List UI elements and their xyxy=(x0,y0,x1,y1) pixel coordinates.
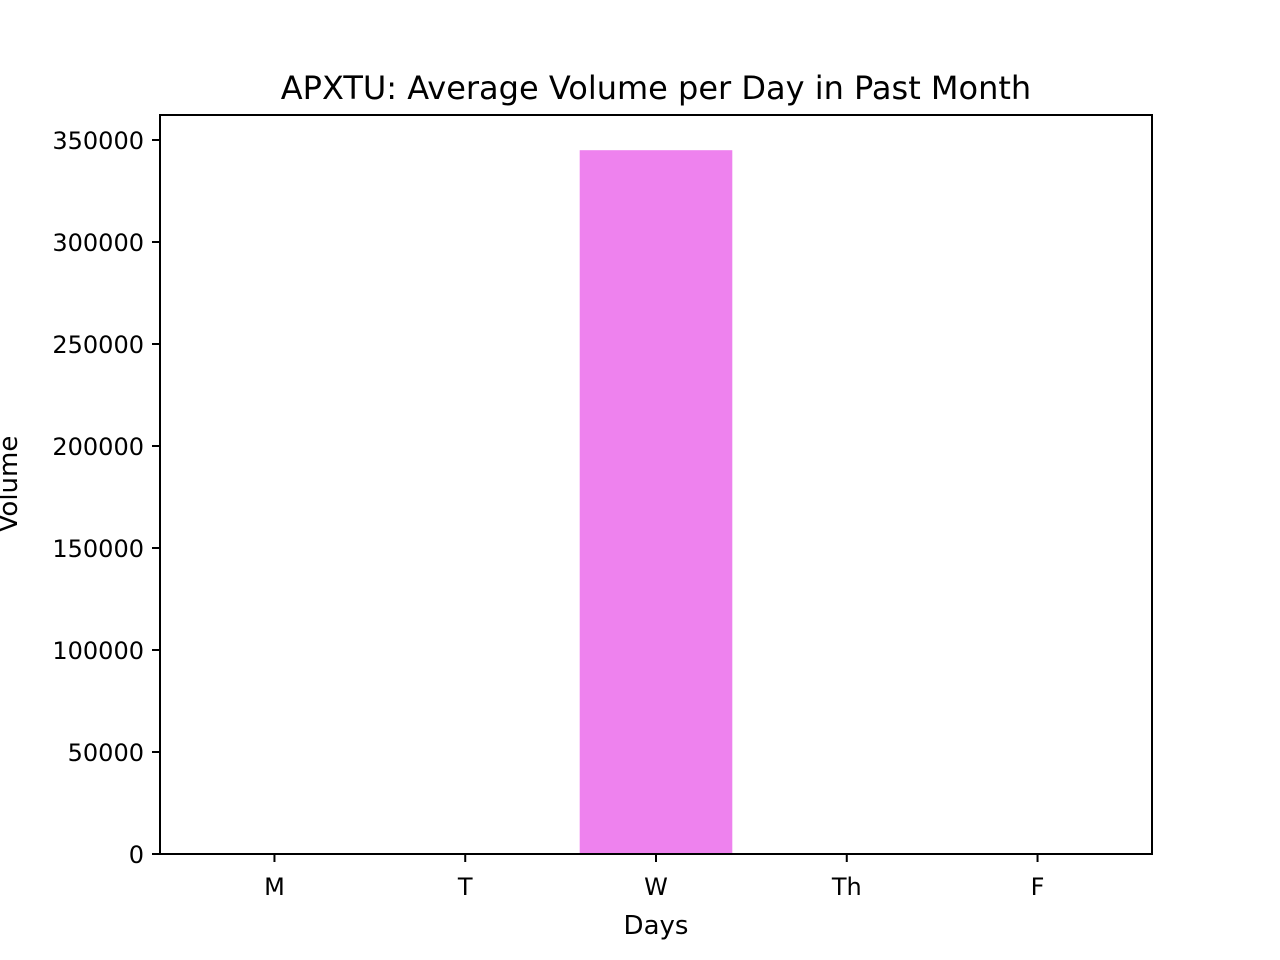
y-tick-label: 200000 xyxy=(52,433,144,461)
x-tick-label: Th xyxy=(831,873,862,901)
y-tick-label: 100000 xyxy=(52,637,144,665)
bar-w xyxy=(579,150,733,854)
x-tick-label: T xyxy=(457,873,473,901)
y-tick-label: 0 xyxy=(129,841,144,869)
y-tick-label: 300000 xyxy=(52,229,144,257)
bars-group xyxy=(579,150,733,854)
x-tick-label: W xyxy=(644,873,668,901)
y-axis-ticks: 0 50000 100000 150000 200000 250000 300000 3500… xyxy=(52,127,160,869)
plot-frame xyxy=(159,114,1153,855)
y-tick-label: 350000 xyxy=(52,127,144,155)
x-axis-ticks: M T W Th F xyxy=(264,854,1044,901)
x-tick-label: F xyxy=(1031,873,1045,901)
y-tick-label: 150000 xyxy=(52,535,144,563)
y-tick-label: 50000 xyxy=(68,739,144,767)
x-axis-label: Days xyxy=(624,911,689,941)
y-axis-label: Volume xyxy=(0,436,24,533)
y-tick-label: 250000 xyxy=(52,331,144,359)
x-tick-label: M xyxy=(264,873,285,901)
chart-title: APXTU: Average Volume per Day in Past Mo… xyxy=(281,69,1031,107)
